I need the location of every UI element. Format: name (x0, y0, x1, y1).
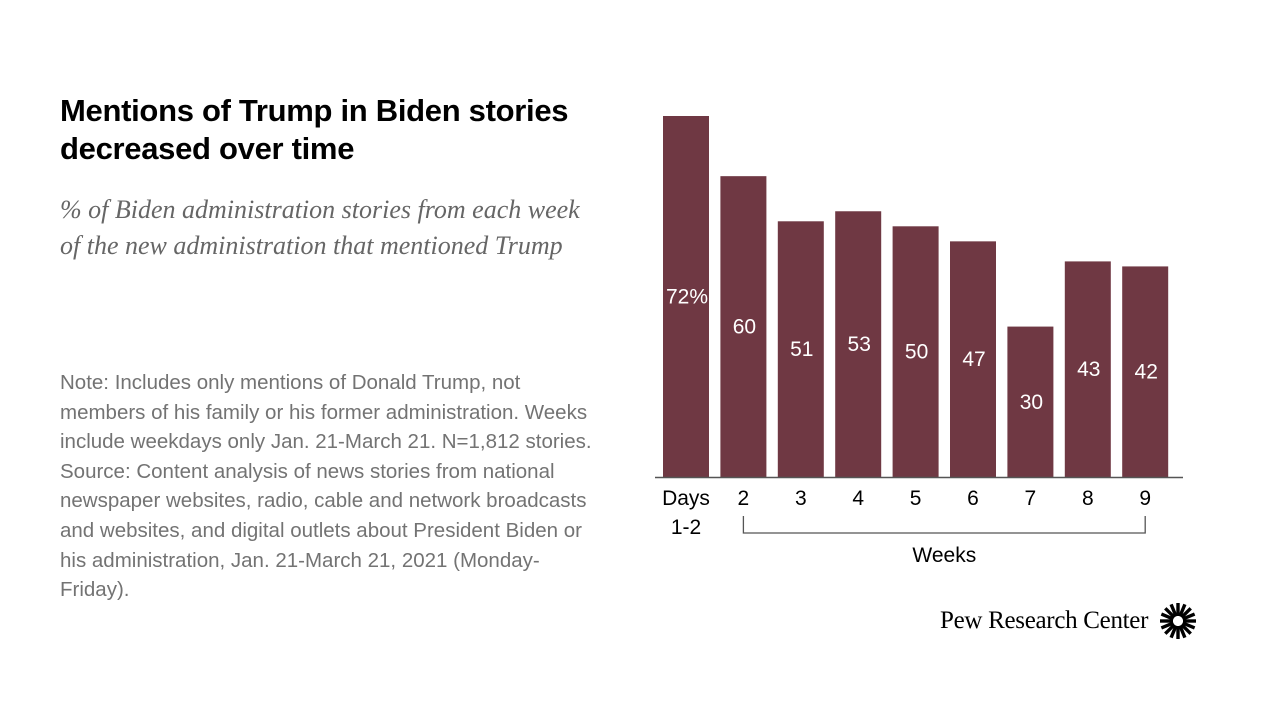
weeks-bracket-line (742, 516, 1146, 534)
data-label-5: 50 (905, 341, 928, 364)
notes-block: Note: Includes only mentions of Donald T… (60, 368, 600, 605)
bar-4 (835, 211, 882, 477)
x-tick-labels: Days 1-2 2 3 4 5 6 7 8 9 (662, 487, 1151, 539)
data-label-8: 43 (1077, 358, 1100, 381)
bar-1 (663, 116, 709, 477)
bar-2 (720, 176, 767, 477)
data-label-7: 30 (1020, 391, 1043, 414)
chart-subtitle: % of Biden administration stories from e… (60, 195, 580, 260)
data-label-3: 51 (790, 338, 813, 361)
weeks-label: Weeks (912, 544, 976, 567)
data-label-1: 72% (666, 286, 708, 309)
data-label-2: 60 (733, 316, 756, 339)
bars-layer (663, 116, 1169, 477)
note-text: Note: Includes only mentions of Donald T… (60, 371, 592, 454)
x-tick-label-5: 5 (910, 487, 922, 510)
bar-9 (1122, 266, 1169, 477)
data-label-6: 47 (962, 348, 985, 371)
x-tick-label-3: 3 (795, 487, 807, 510)
x-tick-label-8: 8 (1082, 487, 1094, 510)
weeks-bracket: Weeks (742, 516, 1146, 567)
source-text: Source: Content analysis of news stories… (60, 459, 587, 602)
data-label-9: 42 (1135, 361, 1158, 384)
bar-6 (950, 241, 996, 477)
logo-text: Pew Research Center (940, 607, 1149, 634)
x-tick-label-1: Days (662, 487, 710, 510)
x-tick-label-4: 4 (852, 487, 864, 510)
pew-sunburst-icon (1160, 603, 1197, 639)
x-tick-label-2: 2 (738, 487, 750, 510)
labels-layer: 72% 60 51 53 50 47 30 43 42 (666, 286, 1158, 414)
bar-5 (892, 226, 939, 477)
x-tick-label-6: 6 (967, 487, 979, 510)
x-tick-label-9: 9 (1139, 487, 1151, 510)
bar-7 (1007, 326, 1054, 477)
x-tick-label-7: 7 (1025, 487, 1037, 510)
x-tick-label-1: 1-2 (671, 516, 701, 539)
pew-logo: Pew Research Center (940, 600, 1198, 642)
chart-title: Mentions of Trump in Biden stories decre… (60, 93, 569, 166)
bar-8 (1064, 261, 1111, 477)
data-label-4: 53 (848, 333, 871, 356)
bar-3 (777, 221, 824, 477)
